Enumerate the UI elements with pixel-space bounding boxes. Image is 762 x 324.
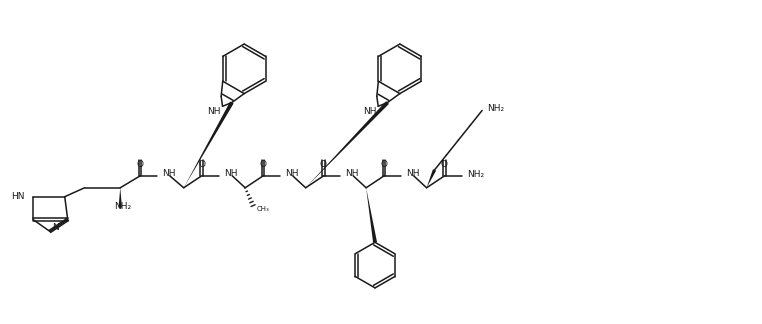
Text: NH: NH [406,169,419,179]
Text: NH₂: NH₂ [114,202,131,211]
Polygon shape [427,169,436,188]
Text: HN: HN [11,192,25,201]
Text: O: O [380,160,387,169]
Text: CH₃: CH₃ [257,206,270,212]
Text: NH: NH [285,169,299,179]
Text: NH: NH [224,169,238,179]
Text: NH₂: NH₂ [487,104,504,113]
Text: NH: NH [363,107,376,116]
Text: NH₂: NH₂ [467,170,485,179]
Text: O: O [260,160,267,169]
Polygon shape [184,101,234,188]
Polygon shape [119,188,122,208]
Text: N: N [52,223,59,232]
Text: O: O [198,160,205,169]
Text: NH: NH [345,169,359,179]
Text: O: O [320,160,327,169]
Polygon shape [306,101,389,188]
Text: NH: NH [207,107,220,116]
Text: NH: NH [162,169,175,179]
Text: O: O [136,160,143,169]
Text: O: O [441,160,448,169]
Polygon shape [366,188,377,243]
